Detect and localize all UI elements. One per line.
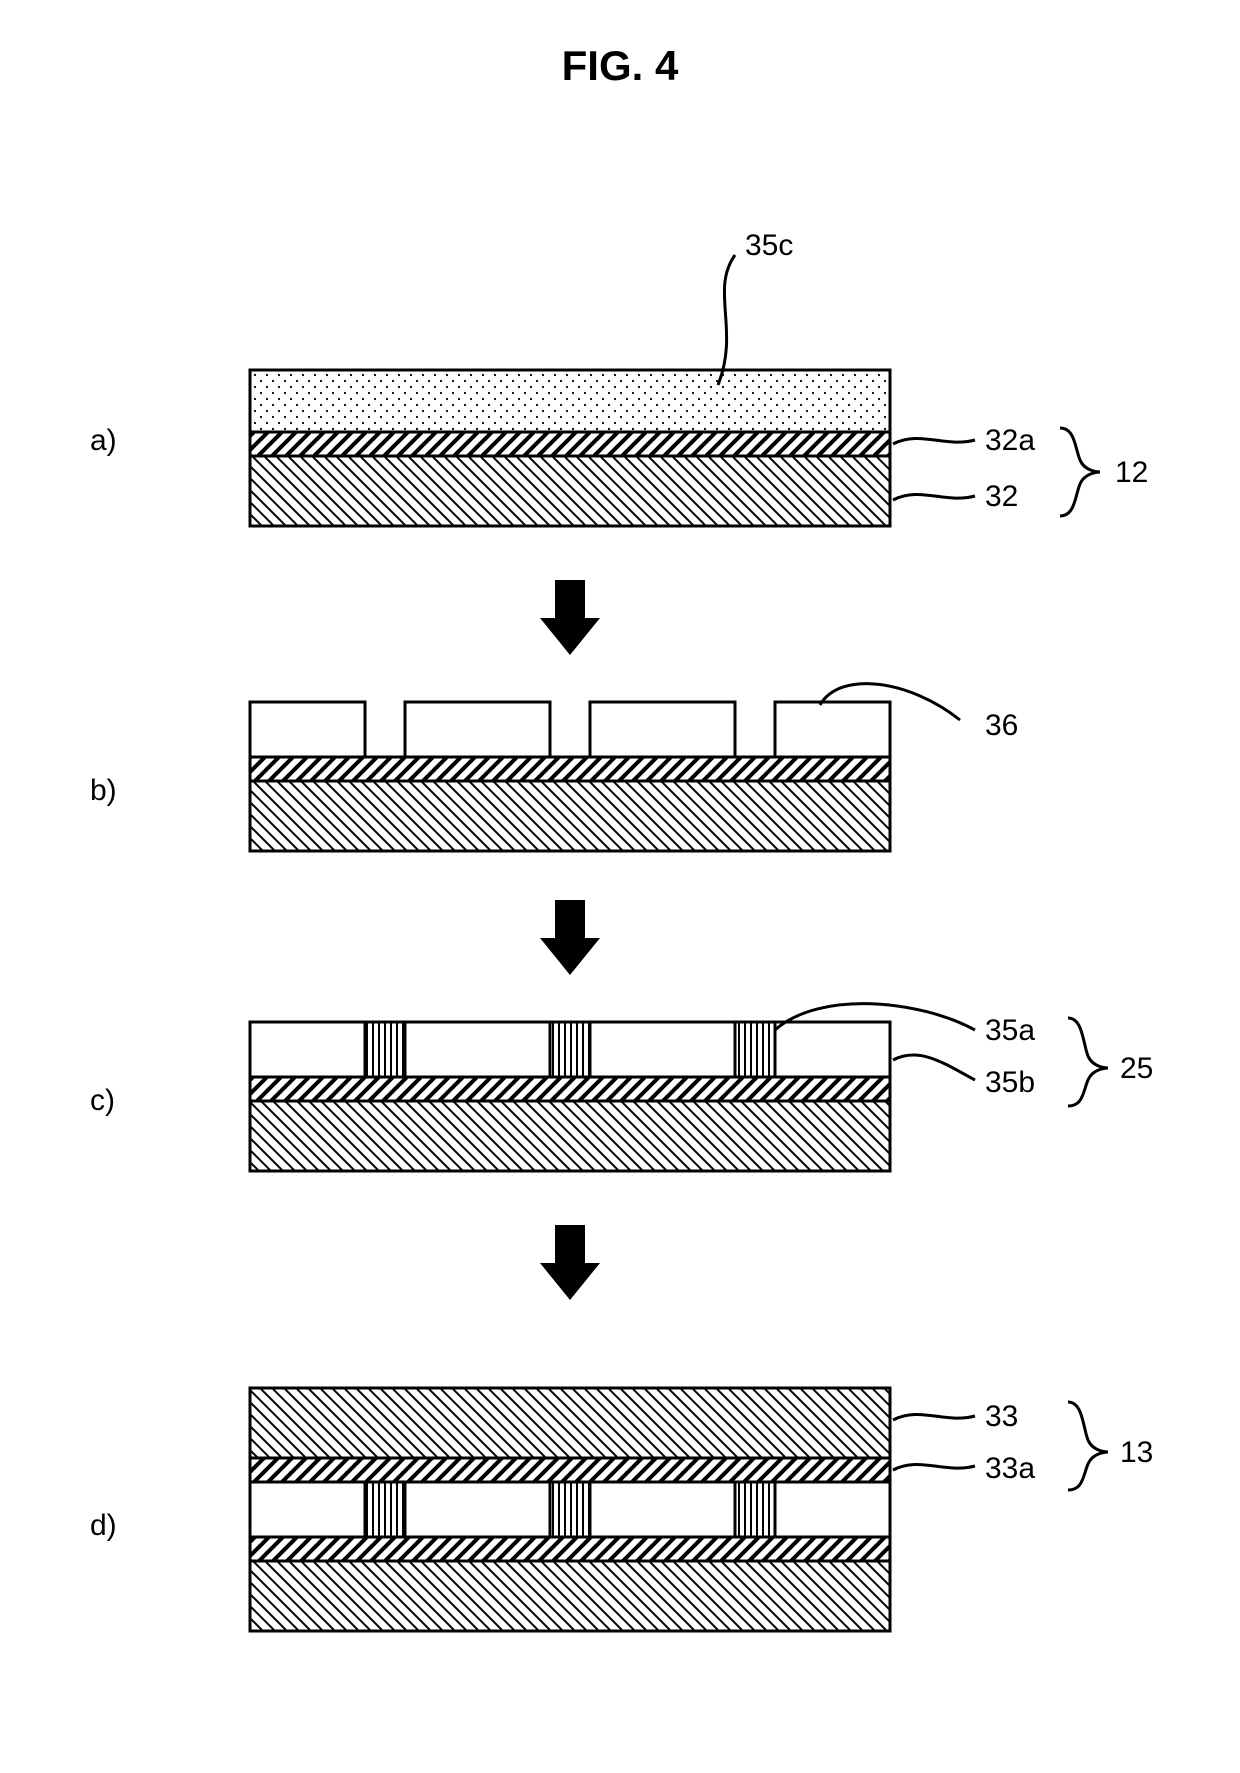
step-label-d: d) [90,1509,117,1542]
label-35c: 35c [745,229,793,262]
label-25: 25 [1120,1052,1153,1085]
arrow-a-b [540,580,600,655]
pillar [550,1482,590,1537]
step-label-b: b) [90,774,117,807]
leader-33 [893,1414,975,1420]
figure-title: FIG. 4 [562,42,679,89]
mask-block [250,702,365,757]
label-33a: 33a [985,1452,1035,1485]
pillar [550,1022,590,1077]
panel-b: b) 36 [90,684,1018,851]
layer-32 [250,456,890,526]
layer-32-d [250,1561,890,1631]
panel-a: a) 35c 32a 32 12 [90,229,1148,526]
pillar [365,1482,405,1537]
panel-d: d) 33 33a 13 [90,1388,1153,1631]
label-13: 13 [1120,1436,1153,1469]
layer-35c [250,370,890,432]
step-label-c: c) [90,1084,115,1117]
layer-33a [250,1458,890,1482]
leader-32a [893,438,975,444]
mask-block [590,702,735,757]
mask-block [405,702,550,757]
label-35a: 35a [985,1014,1035,1047]
label-32a: 32a [985,424,1035,457]
leader-32 [893,494,975,500]
step-label-a: a) [90,424,117,457]
pillar [365,1022,405,1077]
layer-32a-d [250,1537,890,1561]
brace-25 [1068,1018,1108,1106]
label-35b: 35b [985,1066,1035,1099]
layer-33 [250,1388,890,1458]
mask-block [775,702,890,757]
figure-svg: FIG. 4 a) 35c 32a 32 12 b) [0,0,1240,1773]
pillar [735,1482,775,1537]
label-12: 12 [1115,456,1148,489]
arrow-c-d [540,1225,600,1300]
layer-32-c [250,1101,890,1171]
pillar [735,1022,775,1077]
leader-33a [893,1464,975,1470]
label-32: 32 [985,480,1018,513]
panel-c: c) 35a 35b 25 [90,1004,1153,1171]
leader-35c [718,255,735,385]
label-33: 33 [985,1400,1018,1433]
brace-13 [1068,1402,1108,1490]
label-36: 36 [985,709,1018,742]
leader-35b [893,1055,975,1080]
layer-32-b [250,781,890,851]
layer-32a [250,432,890,456]
layer-32a-c [250,1077,890,1101]
layer-32a-b [250,757,890,781]
brace-12 [1060,428,1100,516]
arrow-b-c [540,900,600,975]
